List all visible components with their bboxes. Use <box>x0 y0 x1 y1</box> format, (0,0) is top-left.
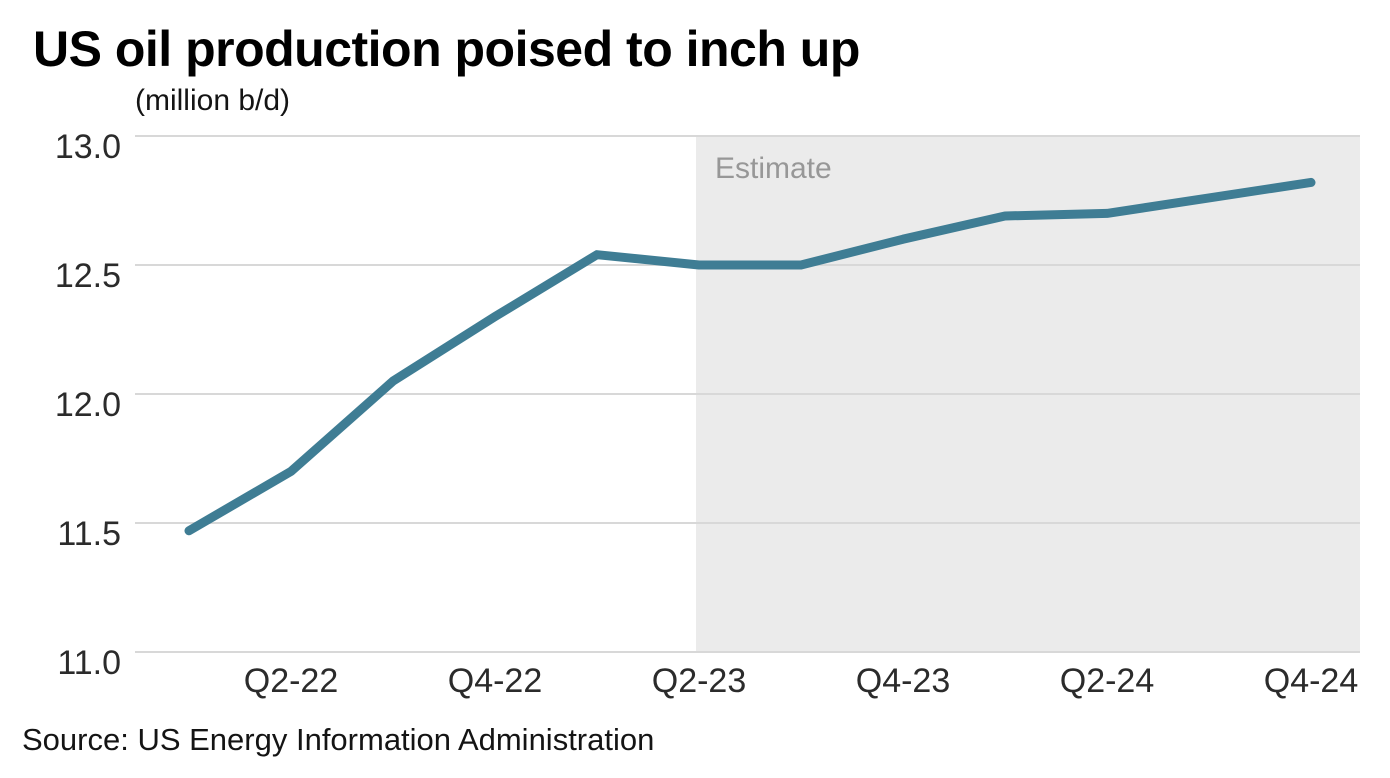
x-axis-tick-label: Q2-22 <box>244 662 339 700</box>
y-axis-tick-label: 11.5 <box>57 515 121 553</box>
x-axis-tick-label: Q2-23 <box>652 662 747 700</box>
y-axis-tick-label: 11.0 <box>57 644 121 682</box>
x-axis-tick-label: Q4-22 <box>448 662 543 700</box>
chart-unit-label: (million b/d) <box>135 84 291 117</box>
y-axis-tick-label: 12.5 <box>55 257 121 295</box>
x-axis-tick-label: Q2-24 <box>1060 662 1155 700</box>
source-credit: Source: US Energy Information Administra… <box>22 722 655 757</box>
estimate-region-label: Estimate <box>715 152 832 185</box>
oil-production-line <box>184 177 1316 536</box>
chart-title: US oil production poised to inch up <box>33 21 860 77</box>
y-axis-tick-label: 13.0 <box>55 128 121 166</box>
y-axis-tick-label: 12.0 <box>55 386 121 424</box>
x-axis-tick-label: Q4-23 <box>856 662 951 700</box>
x-axis-tick-label: Q4-24 <box>1264 662 1359 700</box>
